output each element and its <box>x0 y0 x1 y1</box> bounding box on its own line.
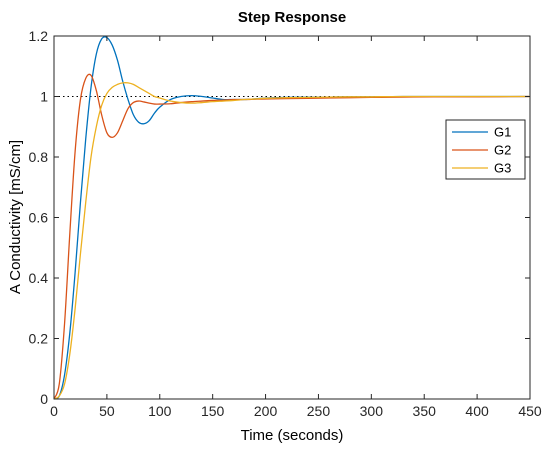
legend: G1 G2 G3 <box>445 119 526 180</box>
x-tick-label: 50 <box>99 403 115 419</box>
x-tick-label: 450 <box>518 403 542 419</box>
series-line-g3 <box>53 82 530 400</box>
x-axis: 0 50 100 150 200 250 300 350 400 450 <box>50 36 542 419</box>
legend-label-g3: G3 <box>494 161 511 176</box>
x-tick-label: 150 <box>201 403 225 419</box>
y-tick-label: 0.2 <box>29 331 49 347</box>
y-tick-label: 0.6 <box>29 210 49 226</box>
x-tick-label: 100 <box>148 403 172 419</box>
y-tick-label: 1 <box>40 89 48 105</box>
x-tick-label: 400 <box>465 403 489 419</box>
x-tick-label: 250 <box>307 403 331 419</box>
y-axis-title: A Conductivity [mS/cm] <box>7 140 24 294</box>
x-tick-label: 0 <box>50 403 58 419</box>
x-axis-title: Time (seconds) <box>241 427 344 444</box>
y-tick-label: 0.8 <box>29 149 49 165</box>
y-tick-label: 0.4 <box>29 270 49 286</box>
plot-area <box>53 35 531 400</box>
x-tick-label: 350 <box>413 403 437 419</box>
chart-title: Step Response <box>238 9 346 26</box>
legend-label-g2: G2 <box>494 143 511 158</box>
series-group <box>53 36 531 400</box>
x-tick-label: 200 <box>254 403 278 419</box>
series-line-g2 <box>53 73 531 400</box>
legend-label-g1: G1 <box>494 125 511 140</box>
x-tick-label: 300 <box>360 403 384 419</box>
y-tick-label: 1.2 <box>29 28 49 44</box>
y-tick-label: 0 <box>40 391 48 407</box>
y-axis: 0 0.2 0.4 0.6 0.8 1 1.2 <box>29 28 530 407</box>
